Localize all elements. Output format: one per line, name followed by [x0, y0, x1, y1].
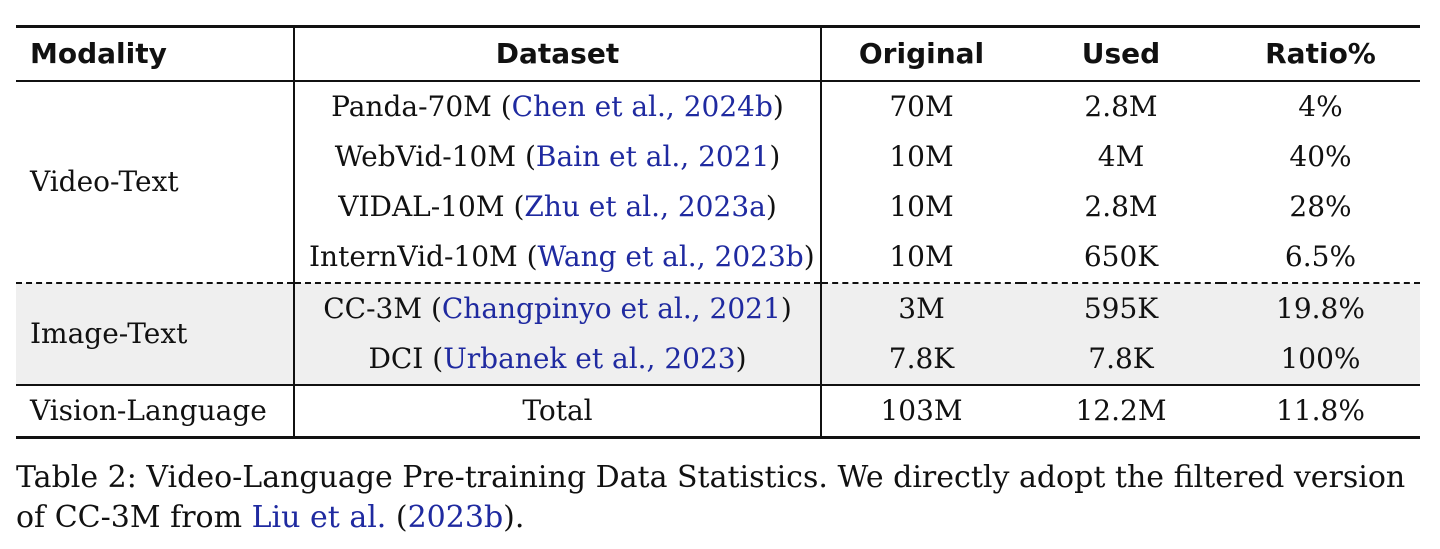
modality-vision-language: Vision-Language	[16, 384, 295, 439]
dataset-cell: InternVid-10M (Wang et al., 2023b)	[294, 232, 822, 283]
citation-link[interactable]: Changpinyo et al., 2021	[441, 292, 781, 325]
dataset-cell: WebVid-10M (Bain et al., 2021)	[294, 132, 822, 182]
table-row: DCI (Urbanek et al., 2023) 7.8K 7.8K 100…	[16, 334, 1420, 385]
used-cell: 12.2M	[1021, 384, 1221, 439]
ratio-cell: 19.8%	[1221, 282, 1420, 334]
caption-text: Table 2: Video-Language Pre-training Dat…	[16, 460, 1406, 535]
used-cell: 650K	[1083, 240, 1159, 273]
table-row: Video-Text Panda-70M (Chen et al., 2024b…	[16, 81, 1420, 283]
table-row: VIDAL-10M (Zhu et al., 2023a) 10M 2.8M 2…	[16, 182, 1420, 232]
dataset-cell: DCI (Urbanek et al., 2023)	[294, 334, 822, 385]
header-dataset: Dataset	[294, 26, 822, 81]
header-used: Used	[1081, 37, 1161, 70]
caption-end: .	[514, 500, 525, 535]
table-row: InternVid-10M (Wang et al., 2023b) 10M 6…	[16, 232, 1420, 283]
ratio-cell: 40%	[1289, 140, 1352, 173]
data-statistics-table: Modality Dataset Original Used Ratio% Vi…	[16, 25, 1420, 439]
original-cell: 10M	[889, 190, 954, 223]
ratio-cell: 11.8%	[1221, 384, 1420, 439]
modality-video-text: Video-Text	[16, 81, 295, 283]
ratio-cell: 28%	[1289, 190, 1352, 223]
header-original: Original	[858, 37, 985, 70]
citation-link[interactable]: Zhu et al., 2023a	[524, 190, 766, 223]
caption-citation-author[interactable]: Liu et al.	[251, 500, 387, 535]
ratio-cell: 4%	[1298, 90, 1343, 123]
citation-link[interactable]: Bain et al., 2021	[535, 140, 770, 173]
ratio-cell: 100%	[1221, 334, 1420, 385]
dataset-name: CC-3M	[323, 292, 423, 325]
table-caption: Table 2: Video-Language Pre-training Dat…	[16, 460, 1406, 535]
used-cell: 595K	[1021, 282, 1221, 334]
header-ratio: Ratio%	[1265, 37, 1376, 70]
original-cell: 10M	[889, 240, 954, 273]
data-statistics-table-wrapper: Modality Dataset Original Used Ratio% Vi…	[16, 25, 1420, 439]
dataset-cell: Panda-70M (Chen et al., 2024b)	[294, 81, 822, 132]
original-cell: 7.8K	[821, 334, 1021, 385]
total-label: Total	[294, 384, 822, 439]
original-cell: 70M	[889, 90, 954, 123]
citation-link[interactable]: Chen et al., 2024b	[511, 90, 773, 123]
table-row: WebVid-10M (Bain et al., 2021) 10M 4M 40…	[16, 132, 1420, 182]
caption-citation-year[interactable]: 2023b	[407, 500, 504, 535]
header-modality: Modality	[16, 26, 295, 81]
citation-link[interactable]: Urbanek et al., 2023	[443, 342, 736, 375]
used-cell: 2.8M	[1084, 190, 1158, 223]
dataset-name: Panda-70M	[331, 90, 492, 123]
modality-image-text: Image-Text	[16, 282, 295, 385]
used-cell: 7.8K	[1021, 334, 1221, 385]
used-cell: 4M	[1097, 140, 1145, 173]
used-cell: 2.8M	[1084, 90, 1158, 123]
total-row: Vision-Language Total 103M 12.2M 11.8%	[16, 384, 1420, 439]
dataset-name: InternVid-10M	[309, 240, 518, 273]
ratio-cell: 6.5%	[1284, 240, 1357, 273]
dataset-cell: CC-3M (Changpinyo et al., 2021)	[294, 282, 822, 334]
original-cell: 103M	[821, 384, 1021, 439]
dataset-name: VIDAL-10M	[338, 190, 505, 223]
table-row: Image-Text CC-3M (Changpinyo et al., 202…	[16, 282, 1420, 385]
original-cell: 10M	[889, 140, 954, 173]
header-row: Modality Dataset Original Used Ratio%	[16, 26, 1420, 81]
dataset-name: DCI	[368, 342, 424, 375]
dataset-name: WebVid-10M	[334, 140, 517, 173]
original-cell: 3M	[821, 282, 1021, 334]
dataset-cell: VIDAL-10M (Zhu et al., 2023a)	[294, 182, 822, 232]
citation-link[interactable]: Wang et al., 2023b	[537, 240, 804, 273]
